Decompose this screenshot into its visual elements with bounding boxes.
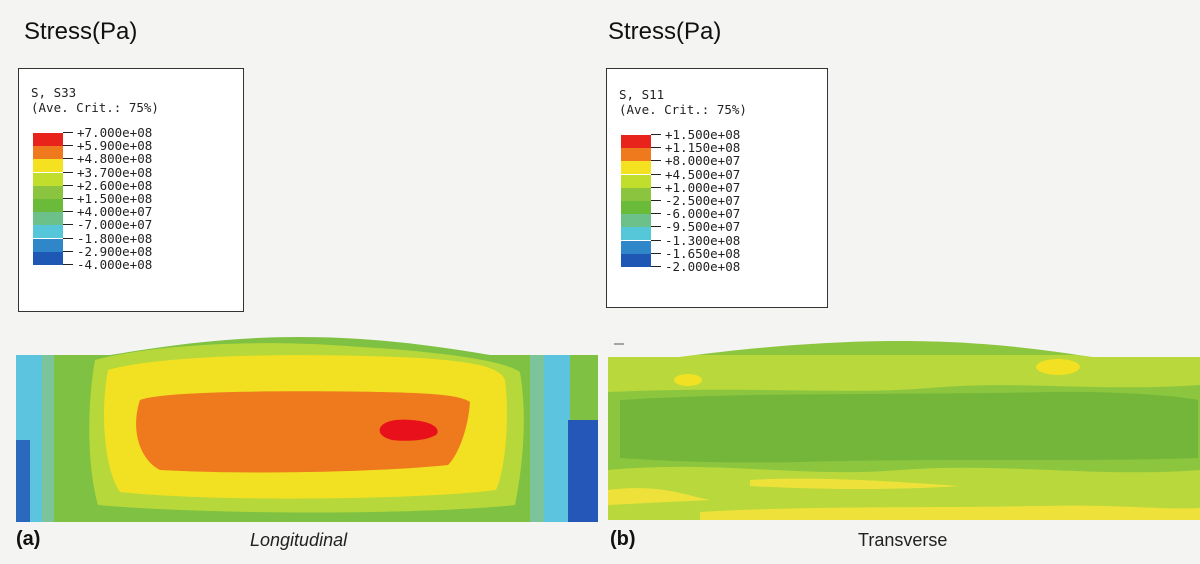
legend-value: +1.150e+08 — [665, 140, 741, 156]
legend-swatch — [33, 185, 63, 199]
legend-subheader: (Ave. Crit.: 75%) — [31, 100, 159, 115]
legend-value: +5.900e+08 — [77, 138, 153, 154]
legend-value: +1.500e+08 — [665, 127, 741, 142]
legend-swatch — [33, 172, 63, 186]
legend-value: -1.800e+08 — [77, 230, 153, 246]
legend-swatch — [33, 146, 63, 160]
legend-value: +8.000e+07 — [665, 153, 741, 169]
legend-tick — [63, 184, 73, 186]
legend-swatch — [33, 251, 63, 265]
legend-swatch — [621, 174, 651, 188]
legend-tick — [63, 158, 73, 160]
legend-swatch — [621, 214, 651, 228]
legend-value: +4.800e+08 — [77, 151, 153, 167]
legend-swatch — [621, 240, 651, 254]
legend-swatch — [621, 187, 651, 201]
legend-value: -9.500e+07 — [665, 219, 741, 235]
legend-tick — [651, 160, 661, 162]
legend-tick — [651, 252, 661, 254]
legend-swatch — [33, 238, 63, 252]
legend-tick — [63, 198, 73, 199]
legend-header: S, S33 — [31, 85, 77, 100]
legend-tick — [63, 264, 73, 265]
legend-tick — [651, 147, 661, 149]
legend-swatch — [621, 227, 651, 241]
legend-swatch — [33, 199, 63, 212]
legend-swatch — [33, 212, 63, 226]
legend-value: -1.650e+08 — [665, 245, 741, 261]
legend-swatch — [33, 133, 63, 146]
legend-value: -4.000e+08 — [77, 257, 153, 272]
legend-tick — [651, 266, 661, 267]
legend-box: S, S11 (Ave. Crit.: 75%) +1.500e+08 +1.15… — [606, 68, 828, 308]
legend-tick — [63, 145, 73, 147]
stress-title: Stress(Pa) — [608, 18, 722, 45]
legend-box: S, S33 (Ave. Crit.: 75%) +7.000e+08 +5.90… — [18, 68, 244, 312]
legend-value: -6.000e+07 — [665, 206, 741, 222]
legend-tick — [651, 200, 661, 201]
legend-tick — [63, 250, 73, 252]
legend-value: +3.700e+08 — [77, 164, 153, 180]
legend-tick — [63, 237, 73, 239]
legend-tick — [651, 186, 661, 188]
contour-plot-transverse — [608, 341, 1200, 520]
legend-value: -2.900e+08 — [77, 243, 153, 259]
panel-label: (a) — [16, 528, 41, 550]
legend-value: -2.000e+08 — [665, 259, 741, 274]
legend-tick — [63, 211, 73, 213]
legend-value: +2.600e+08 — [77, 177, 153, 193]
panel-longitudinal: Stress(Pa) S, S33 (Ave. Crit.: 75%) +7.0… — [16, 18, 598, 550]
legend-tick — [63, 132, 73, 133]
legend-tick — [651, 134, 661, 135]
panel-label: (b) — [610, 528, 636, 550]
legend-swatch — [621, 148, 651, 162]
legend-swatch — [621, 161, 651, 175]
legend-header: S, S11 — [619, 87, 665, 102]
legend-tick — [651, 213, 661, 215]
legend-subheader: (Ave. Crit.: 75%) — [619, 102, 747, 117]
contour-plot-longitudinal — [16, 337, 598, 522]
legend-tick — [651, 239, 661, 241]
panel-transverse: Stress(Pa) S, S11 (Ave. Crit.: 75%) +1.5… — [600, 0, 1200, 564]
legend-swatch — [621, 135, 651, 148]
legend-tick — [651, 173, 661, 175]
legend-tick — [63, 171, 73, 173]
legend-swatch — [621, 201, 651, 214]
legend-value: -2.500e+07 — [665, 193, 741, 208]
legend-swatch — [33, 225, 63, 239]
panel-caption: Transverse — [858, 530, 948, 550]
legend-value: +4.000e+07 — [77, 204, 153, 220]
legend-value: +4.500e+07 — [665, 166, 741, 182]
legend-swatch — [33, 159, 63, 173]
legend-tick — [651, 226, 661, 228]
legend-value: +7.000e+08 — [77, 125, 153, 140]
panel-caption: Longitudinal — [250, 530, 348, 550]
legend-value: -1.300e+08 — [665, 232, 741, 248]
legend-tick — [63, 224, 73, 226]
legend-value: +1.000e+07 — [665, 179, 741, 195]
legend-value: +1.500e+08 — [77, 191, 153, 206]
legend-swatch — [621, 253, 651, 267]
stress-title: Stress(Pa) — [24, 18, 138, 45]
legend-value: -7.000e+07 — [77, 217, 153, 233]
